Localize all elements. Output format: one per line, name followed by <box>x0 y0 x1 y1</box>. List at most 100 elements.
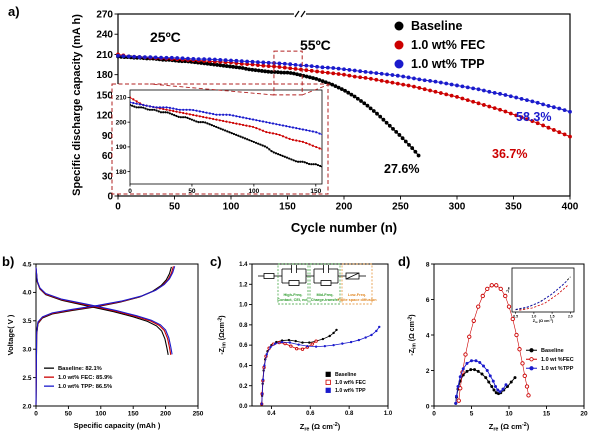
svg-text:0.5: 0.5 <box>513 315 518 319</box>
svg-text:210: 210 <box>96 50 113 61</box>
svg-text:Baseline: Baseline <box>541 348 564 354</box>
svg-text:1.0 wt% TPP: 1.0 wt% TPP <box>411 57 485 71</box>
svg-text:1.0: 1.0 <box>239 303 248 309</box>
svg-text:0: 0 <box>426 403 430 410</box>
panel-d-label: d) <box>398 254 411 269</box>
svg-text:1.2: 1.2 <box>239 282 248 288</box>
svg-text:-Zim (Ωcm-2): -Zim (Ωcm-2) <box>217 315 227 354</box>
svg-text:1.0: 1.0 <box>384 411 393 417</box>
svg-text:10: 10 <box>505 411 513 418</box>
svg-text:1.0 wt% TPP: 86.5%: 1.0 wt% TPP: 86.5% <box>58 384 112 390</box>
svg-text:0.4: 0.4 <box>239 364 248 370</box>
svg-text:50: 50 <box>65 411 73 418</box>
svg-text:1.0 wt% FEC: 1.0 wt% FEC <box>335 380 366 386</box>
svg-text:250: 250 <box>392 202 409 213</box>
svg-text:0: 0 <box>107 192 113 203</box>
svg-text:1.0 wt %FEC: 1.0 wt %FEC <box>541 357 574 363</box>
svg-text:50: 50 <box>169 202 181 213</box>
svg-text:1.0 wt% TPP: 1.0 wt% TPP <box>335 388 366 394</box>
svg-text:1.4: 1.4 <box>239 262 248 268</box>
svg-text:90: 90 <box>102 131 114 142</box>
svg-text:0.8: 0.8 <box>345 411 354 417</box>
svg-text:100: 100 <box>248 188 259 195</box>
svg-text:50: 50 <box>188 188 196 195</box>
svg-text:High-Freq.: High-Freq. <box>284 293 303 297</box>
svg-text:1.0 wt% FEC: 1.0 wt% FEC <box>411 38 485 52</box>
svg-text:150: 150 <box>96 90 113 101</box>
svg-text:Cycle number (n): Cycle number (n) <box>291 220 397 235</box>
svg-text:200: 200 <box>160 411 171 418</box>
panel-a-label: a) <box>8 4 20 19</box>
svg-text:4.5: 4.5 <box>22 261 31 268</box>
svg-text:2.0: 2.0 <box>22 403 31 410</box>
svg-text:Specific discharge capacity (m: Specific discharge capacity (mA h) <box>71 14 83 196</box>
svg-text:200: 200 <box>116 119 127 126</box>
svg-text:36.7%: 36.7% <box>492 147 527 161</box>
svg-text:0: 0 <box>128 188 132 195</box>
svg-text:5: 5 <box>470 411 474 418</box>
svg-text:350: 350 <box>505 202 522 213</box>
panel-b-label: b) <box>2 254 15 269</box>
svg-text:Mid-Freq.: Mid-Freq. <box>316 293 333 297</box>
svg-text:Specific capacity (mAh ): Specific capacity (mAh ) <box>74 421 161 430</box>
svg-text:0.8: 0.8 <box>239 323 248 329</box>
svg-text:0: 0 <box>432 411 436 418</box>
svg-text:2.5: 2.5 <box>22 375 31 382</box>
panel-a-chart: 0 50 100 150 200 250 300 350 400 0 30 60 90 120 150 180… <box>71 10 579 236</box>
panel-c-chart: 0.4 0.6 0.8 1.0 0.0 0.2 0.4 0.6 0.8 1.0 1.2 1.4 Zre … <box>217 262 393 433</box>
svg-text:20: 20 <box>580 411 588 418</box>
svg-text:150: 150 <box>279 202 296 213</box>
svg-text:120: 120 <box>96 111 113 122</box>
svg-text:100: 100 <box>95 411 106 418</box>
svg-text:250: 250 <box>193 411 204 418</box>
svg-text:4: 4 <box>426 332 430 339</box>
svg-text:-Zim (Ω cm-2): -Zim (Ω cm-2) <box>407 314 417 355</box>
panel-b-chart: 0 50 100 150 200 250 2.0 2.5 3.0 3.5 4.0 4.5 Specifi… <box>6 261 204 430</box>
svg-text:30: 30 <box>102 171 114 182</box>
panel-c-label: c) <box>210 254 222 269</box>
svg-text:300: 300 <box>449 202 466 213</box>
svg-text:0.6: 0.6 <box>239 343 248 349</box>
svg-text:Contact, CEI, ect.: Contact, CEI, ect. <box>277 298 308 302</box>
svg-text:0: 0 <box>115 202 121 213</box>
svg-text:15: 15 <box>543 411 551 418</box>
svg-text:190: 190 <box>116 144 127 151</box>
svg-text:2: 2 <box>426 368 430 375</box>
svg-text:Baseline: 82.1%: Baseline: 82.1% <box>58 366 102 372</box>
svg-text:3.0: 3.0 <box>22 346 31 353</box>
svg-text:0.6: 0.6 <box>306 411 315 417</box>
svg-text:Voltage( V ): Voltage( V ) <box>6 314 15 355</box>
svg-text:180: 180 <box>116 169 127 176</box>
svg-text:Low-Freq.: Low-Freq. <box>348 293 366 297</box>
svg-text:150: 150 <box>128 411 139 418</box>
svg-text:1.5: 1.5 <box>550 315 555 319</box>
svg-text:-Zim: -Zim <box>506 286 511 293</box>
svg-text:200: 200 <box>336 202 353 213</box>
svg-text:400: 400 <box>562 202 579 213</box>
svg-text:Zre (Ω cm-2): Zre (Ω cm-2) <box>300 422 341 433</box>
svg-text:0.2: 0.2 <box>239 384 248 390</box>
svg-text:100: 100 <box>223 202 240 213</box>
svg-text:1.0 wt% FEC: 85.9%: 1.0 wt% FEC: 85.9% <box>58 375 112 381</box>
svg-text:3.5: 3.5 <box>22 318 31 325</box>
svg-text:0.0: 0.0 <box>239 404 248 410</box>
svg-text:6: 6 <box>426 297 430 304</box>
svg-text:150: 150 <box>310 188 321 195</box>
svg-text:0.4: 0.4 <box>267 411 276 417</box>
svg-text:2.0: 2.0 <box>568 315 573 319</box>
svg-text:8: 8 <box>426 261 430 268</box>
svg-text:60: 60 <box>102 151 114 162</box>
svg-text:Zre (Ω cm-2): Zre (Ω cm-2) <box>489 422 530 433</box>
svg-text:Zre (Ω cm-2): Zre (Ω cm-2) <box>533 318 554 324</box>
svg-text:Baseline: Baseline <box>335 372 356 378</box>
svg-text:Charge-transfer: Charge-transfer <box>311 298 340 302</box>
svg-text:Baseline: Baseline <box>411 19 462 33</box>
svg-text:180: 180 <box>96 70 113 81</box>
panel-d-chart: 0 5 10 15 20 0 2 4 6 8 Zre (Ω cm-2) -Zim (Ω cm-2) Ba… <box>407 261 588 433</box>
svg-text:210: 210 <box>116 95 127 102</box>
svg-text:58.3%: 58.3% <box>516 110 551 124</box>
svg-text:25ºC: 25ºC <box>150 29 181 45</box>
svg-text:27.6%: 27.6% <box>384 162 419 176</box>
svg-text:0: 0 <box>34 411 38 418</box>
